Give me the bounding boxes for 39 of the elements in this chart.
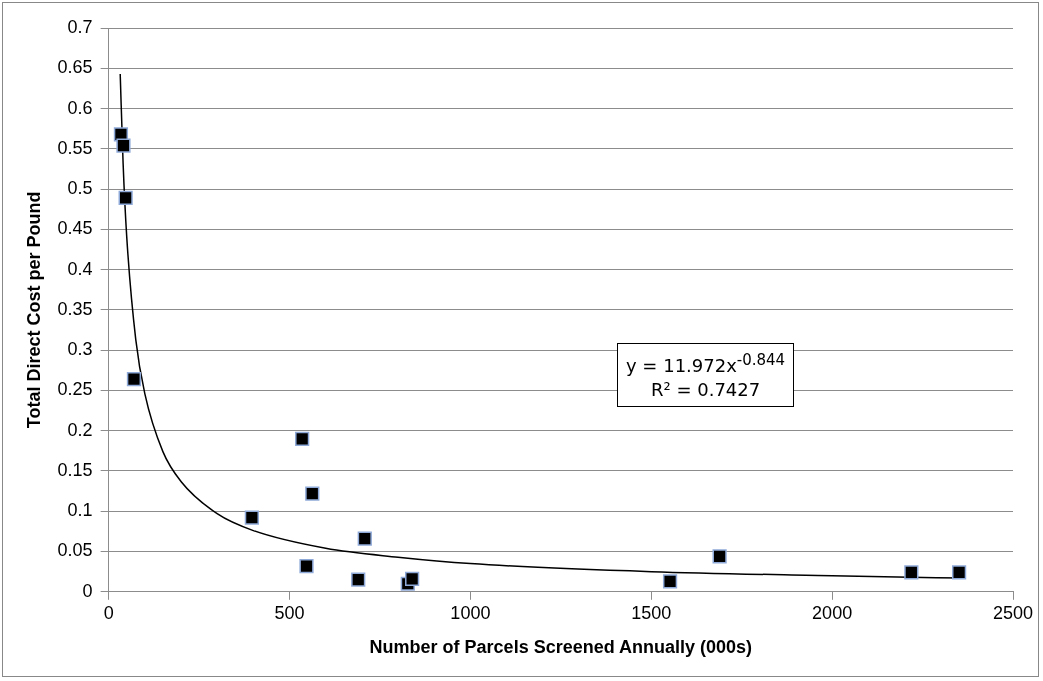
y-axis-title: Total Direct Cost per Pound xyxy=(23,191,44,429)
point xyxy=(126,372,142,387)
point xyxy=(116,138,131,153)
point xyxy=(244,510,259,525)
y-tick-label: 0 xyxy=(82,580,93,601)
point xyxy=(662,574,678,589)
y-tick-label: 0.1 xyxy=(67,500,93,521)
y-tick-label: 0.55 xyxy=(57,137,93,158)
point xyxy=(712,549,727,564)
point xyxy=(357,531,372,546)
x-tick-label: 2500 xyxy=(992,602,1034,623)
y-tick-label: 0.4 xyxy=(67,258,93,279)
y-tick-label: 0.3 xyxy=(67,339,93,360)
x-tick-label: 500 xyxy=(274,602,305,623)
y-tick-label: 0.2 xyxy=(67,419,93,440)
x-tick-label: 0 xyxy=(103,602,114,623)
y-tick-label: 0.6 xyxy=(67,97,93,118)
point xyxy=(299,558,314,574)
x-tick-label: 1500 xyxy=(631,602,672,623)
point xyxy=(118,190,133,206)
point xyxy=(951,565,967,580)
y-tick-label: 0.7 xyxy=(67,16,93,37)
y-tick-label: 0.15 xyxy=(57,459,93,480)
y-tick-label: 0.05 xyxy=(57,540,93,561)
point xyxy=(305,486,320,501)
y-tick-label: 0.65 xyxy=(57,57,93,78)
y-tick-label: 0.5 xyxy=(67,178,93,199)
point xyxy=(295,431,310,446)
annotation: y = 11.972x$^{-0.844}$ xyxy=(626,350,786,378)
x-axis-title: Number of Parcels Screened Annually (000s) xyxy=(369,637,753,658)
y-tick-label: 0.25 xyxy=(57,379,93,400)
point xyxy=(405,571,420,587)
point xyxy=(351,572,366,587)
x-tick-label: 1000 xyxy=(450,602,491,623)
point xyxy=(904,565,919,580)
y-tick-label: 0.35 xyxy=(57,298,93,319)
x-tick-label: 2000 xyxy=(812,602,853,623)
annotation: R² = 0.7427 xyxy=(649,378,762,402)
y-tick-label: 0.45 xyxy=(57,218,93,239)
